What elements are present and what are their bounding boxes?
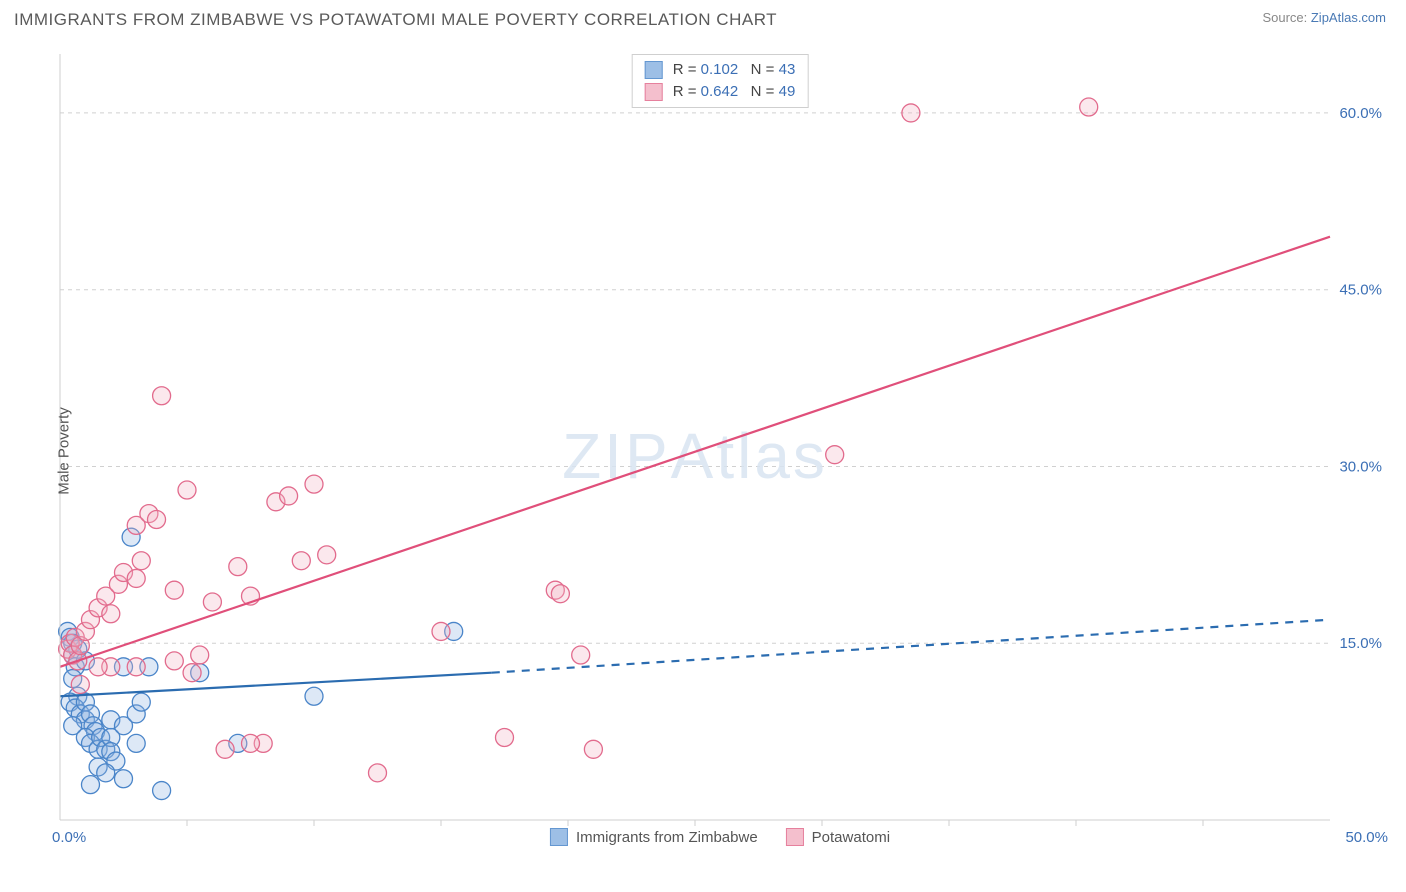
chart-header: IMMIGRANTS FROM ZIMBABWE VS POTAWATOMI M… bbox=[0, 0, 1406, 36]
swatch-zimbabwe bbox=[550, 828, 568, 846]
swatch-potawatomi bbox=[786, 828, 804, 846]
legend-label: Potawatomi bbox=[812, 829, 890, 846]
series-legend: Immigrants from Zimbabwe Potawatomi bbox=[550, 828, 890, 846]
scatter-plot-svg: 15.0% 30.0% 45.0% 60.0% ZIPAtlas bbox=[50, 50, 1390, 850]
legend-row-zimbabwe: R = 0.102 N = 43 bbox=[645, 59, 796, 81]
r-value: 0.642 bbox=[701, 81, 739, 103]
source-link[interactable]: ZipAtlas.com bbox=[1311, 10, 1386, 25]
x-axis-max-label: 50.0% bbox=[1345, 829, 1388, 846]
swatch-potawatomi bbox=[645, 83, 663, 101]
x-axis-origin-label: 0.0% bbox=[52, 829, 86, 846]
r-label: R = bbox=[673, 81, 701, 103]
svg-text:60.0%: 60.0% bbox=[1339, 105, 1382, 122]
svg-text:45.0%: 45.0% bbox=[1339, 282, 1382, 299]
source-attribution: Source: ZipAtlas.com bbox=[1262, 10, 1386, 25]
svg-text:ZIPAtlas: ZIPAtlas bbox=[562, 420, 828, 492]
chart-title: IMMIGRANTS FROM ZIMBABWE VS POTAWATOMI M… bbox=[14, 10, 777, 30]
n-value: 43 bbox=[779, 59, 796, 81]
legend-row-potawatomi: R = 0.642 N = 49 bbox=[645, 81, 796, 103]
correlation-legend: R = 0.102 N = 43 R = 0.642 N = 49 bbox=[632, 54, 809, 108]
source-prefix: Source: bbox=[1262, 10, 1310, 25]
y-axis-label: Male Poverty bbox=[55, 407, 72, 495]
n-label: N = bbox=[738, 81, 778, 103]
r-value: 0.102 bbox=[701, 59, 739, 81]
svg-text:15.0%: 15.0% bbox=[1339, 635, 1382, 652]
svg-text:30.0%: 30.0% bbox=[1339, 458, 1382, 475]
n-value: 49 bbox=[779, 81, 796, 103]
legend-item-potawatomi: Potawatomi bbox=[786, 828, 890, 846]
n-label: N = bbox=[738, 59, 778, 81]
legend-item-zimbabwe: Immigrants from Zimbabwe bbox=[550, 828, 758, 846]
chart-plot-area: Male Poverty 15.0% 30.0% 45.0% 60.0% ZIPAtla… bbox=[50, 50, 1390, 852]
legend-label: Immigrants from Zimbabwe bbox=[576, 829, 758, 846]
swatch-zimbabwe bbox=[645, 61, 663, 79]
r-label: R = bbox=[673, 59, 701, 81]
